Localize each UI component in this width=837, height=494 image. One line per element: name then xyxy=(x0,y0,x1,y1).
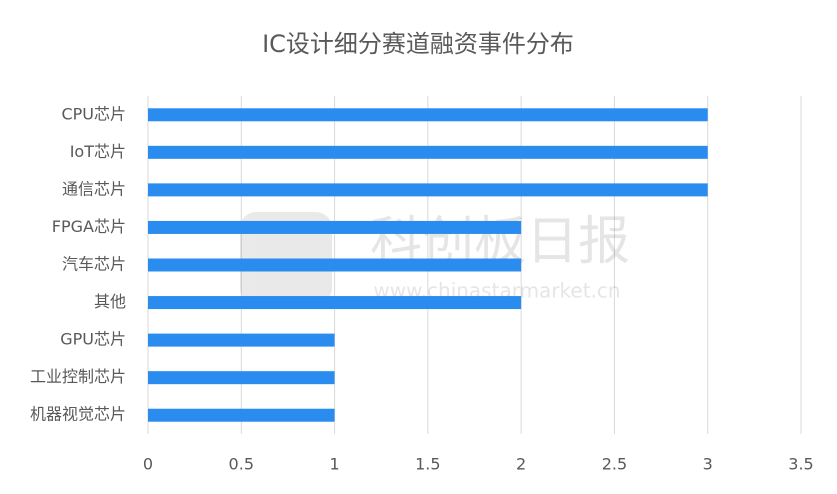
x-tick-label: 3 xyxy=(703,455,713,474)
x-tick-label: 1.5 xyxy=(415,455,440,474)
y-tick-label: 通信芯片 xyxy=(62,179,126,198)
y-tick-label: CPU芯片 xyxy=(61,104,126,123)
y-tick-label: 工业控制芯片 xyxy=(30,367,126,386)
bar xyxy=(148,258,522,272)
bar xyxy=(148,371,335,385)
y-tick-label: 其他 xyxy=(94,292,126,311)
y-tick-label: GPU芯片 xyxy=(60,330,126,349)
bar xyxy=(148,296,522,310)
y-tick-label: FPGA芯片 xyxy=(52,217,126,236)
watermark-logo xyxy=(240,212,332,304)
chart-title: IC设计细分赛道融资事件分布 xyxy=(262,30,574,58)
bar xyxy=(148,220,522,234)
bar xyxy=(148,183,708,197)
bar xyxy=(148,333,335,347)
x-tick-label: 2.5 xyxy=(602,455,627,474)
x-tick-label: 0 xyxy=(143,455,153,474)
x-tick-label: 1 xyxy=(329,455,339,474)
x-tick-label: 0.5 xyxy=(229,455,254,474)
x-tick-label: 2 xyxy=(516,455,526,474)
y-tick-label: 汽车芯片 xyxy=(62,255,126,274)
bar xyxy=(148,108,708,122)
y-tick-label: IoT芯片 xyxy=(70,142,126,161)
x-tick-label: 3.5 xyxy=(788,455,813,474)
bar xyxy=(148,408,335,422)
bar xyxy=(148,145,708,159)
y-tick-label: 机器视觉芯片 xyxy=(30,405,126,424)
